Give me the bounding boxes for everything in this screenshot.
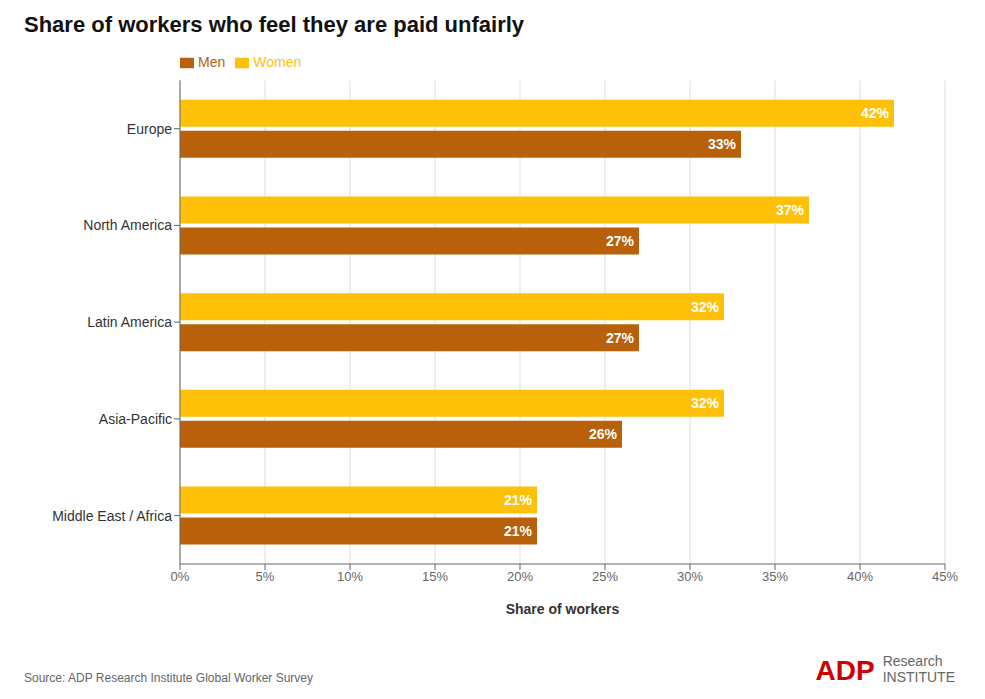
- svg-text:North America: North America: [83, 217, 172, 233]
- svg-text:32%: 32%: [691, 395, 720, 411]
- svg-text:Latin America: Latin America: [87, 314, 172, 330]
- svg-text:27%: 27%: [606, 330, 635, 346]
- svg-text:5%: 5%: [256, 569, 275, 584]
- svg-text:21%: 21%: [504, 523, 533, 539]
- svg-text:21%: 21%: [504, 492, 533, 508]
- svg-text:25%: 25%: [592, 569, 618, 584]
- html-text:Women: Women: [253, 54, 302, 70]
- svg-text:26%: 26%: [589, 426, 618, 442]
- svg-text:32%: 32%: [691, 299, 720, 315]
- svg-text:Asia-Pacific: Asia-Pacific: [99, 411, 172, 427]
- svg-text:20%: 20%: [507, 569, 533, 584]
- svg-text:45%: 45%: [932, 569, 958, 584]
- svg-text:Middle East / Africa: Middle East / Africa: [52, 508, 172, 524]
- svg-text:42%: 42%: [861, 105, 890, 121]
- svg-text:40%: 40%: [847, 569, 873, 584]
- html-text:INSTITUTE: INSTITUTE: [882, 668, 955, 685]
- svg-text:27%: 27%: [606, 233, 635, 249]
- html-text:Men: Men: [198, 54, 226, 70]
- svg-text:37%: 37%: [776, 202, 805, 218]
- svg-text:33%: 33%: [708, 136, 737, 152]
- html-text:Share of workers who feel they: Share of workers who feel they are paid …: [24, 12, 524, 37]
- svg-text:30%: 30%: [677, 569, 703, 584]
- svg-text:10%: 10%: [337, 569, 363, 584]
- svg-text:35%: 35%: [762, 569, 788, 584]
- svg-text:0%: 0%: [171, 569, 190, 584]
- svg-text:15%: 15%: [422, 569, 448, 584]
- html-text:Source: ADP Research Institute: Source: ADP Research Institute Global Wo…: [24, 671, 313, 685]
- svg-text:Share of workers: Share of workers: [506, 601, 620, 617]
- svg-text:Europe: Europe: [127, 121, 172, 137]
- html-text:ADP Research: ADP Research: [815, 653, 943, 686]
